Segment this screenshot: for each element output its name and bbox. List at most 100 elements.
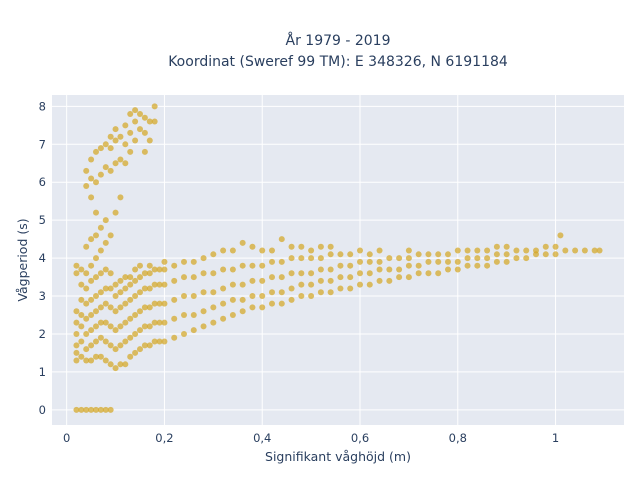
data-point [239,239,246,246]
data-point [229,266,236,273]
data-point [308,255,315,262]
data-point [259,277,266,284]
data-point [425,251,432,258]
data-point [97,145,104,152]
data-point [132,107,139,114]
data-point [317,266,324,273]
data-point [200,323,207,330]
data-point [122,285,129,292]
data-point [366,281,373,288]
data-point [210,319,217,326]
data-point [122,361,129,368]
data-point [181,330,187,337]
data-point [78,323,85,330]
data-point [181,312,187,318]
data-point [229,312,236,318]
data-point [435,270,442,277]
data-point [484,255,491,262]
data-point [503,258,510,265]
data-point [127,129,134,136]
data-point [83,285,90,292]
data-point [132,312,139,318]
data-point [83,330,90,337]
data-point [278,236,285,243]
data-point [88,312,95,318]
data-point [112,293,119,300]
plot-area [52,95,624,425]
data-point [249,304,256,311]
data-point [107,323,114,330]
data-point [591,247,598,254]
data-point [112,126,119,133]
data-point [132,330,139,337]
data-point [151,103,158,110]
data-point [78,406,85,413]
data-point [122,319,129,326]
data-point [464,262,471,269]
data-point [97,334,104,341]
data-point [181,293,187,300]
data-point [93,308,99,315]
data-point [503,251,510,258]
y-tick-label: 4 [39,251,46,265]
y-tick-label: 1 [39,365,46,379]
data-point [117,304,124,311]
data-point [102,266,109,273]
data-point [220,266,227,273]
data-point [112,209,119,216]
data-point [88,277,95,284]
data-point [97,304,104,311]
data-point [83,406,90,413]
data-point [93,274,99,281]
data-point [181,274,187,281]
data-point [161,300,168,307]
data-point [112,327,119,334]
x-tick-label: 0,6 [351,431,369,445]
data-point [386,277,393,284]
data-point [523,247,530,254]
data-point [435,251,442,258]
data-point [107,342,114,349]
data-point [127,148,134,155]
data-point [132,118,139,125]
y-tick-label: 3 [39,289,46,303]
data-point [88,236,95,243]
data-point [366,258,373,265]
data-point [107,304,114,311]
data-point [102,285,109,292]
data-point [146,304,153,311]
data-point [269,258,275,265]
data-point [259,304,266,311]
data-point [88,357,95,364]
data-point [523,255,530,262]
data-point [83,183,90,190]
y-axis-title: Vågperiod (s) [15,218,30,301]
data-point [102,300,109,307]
data-point [97,289,104,296]
data-point [137,327,143,334]
data-point [278,300,285,307]
data-point [347,274,354,281]
data-point [127,296,134,303]
data-point [146,137,153,144]
data-point [533,247,539,254]
data-point [78,266,85,273]
data-point [415,270,422,277]
data-point [146,285,153,292]
data-point [83,346,90,353]
data-point [88,194,95,201]
data-point [112,137,119,144]
y-tick-label: 0 [39,403,46,417]
data-point [151,266,158,273]
data-point [132,349,139,356]
data-point [137,262,143,269]
data-point [127,315,134,322]
data-point [161,258,168,265]
data-point [132,293,139,300]
data-point [151,319,158,326]
data-point [112,365,119,372]
data-point [190,327,197,334]
data-point [415,251,422,258]
data-point [317,243,324,250]
